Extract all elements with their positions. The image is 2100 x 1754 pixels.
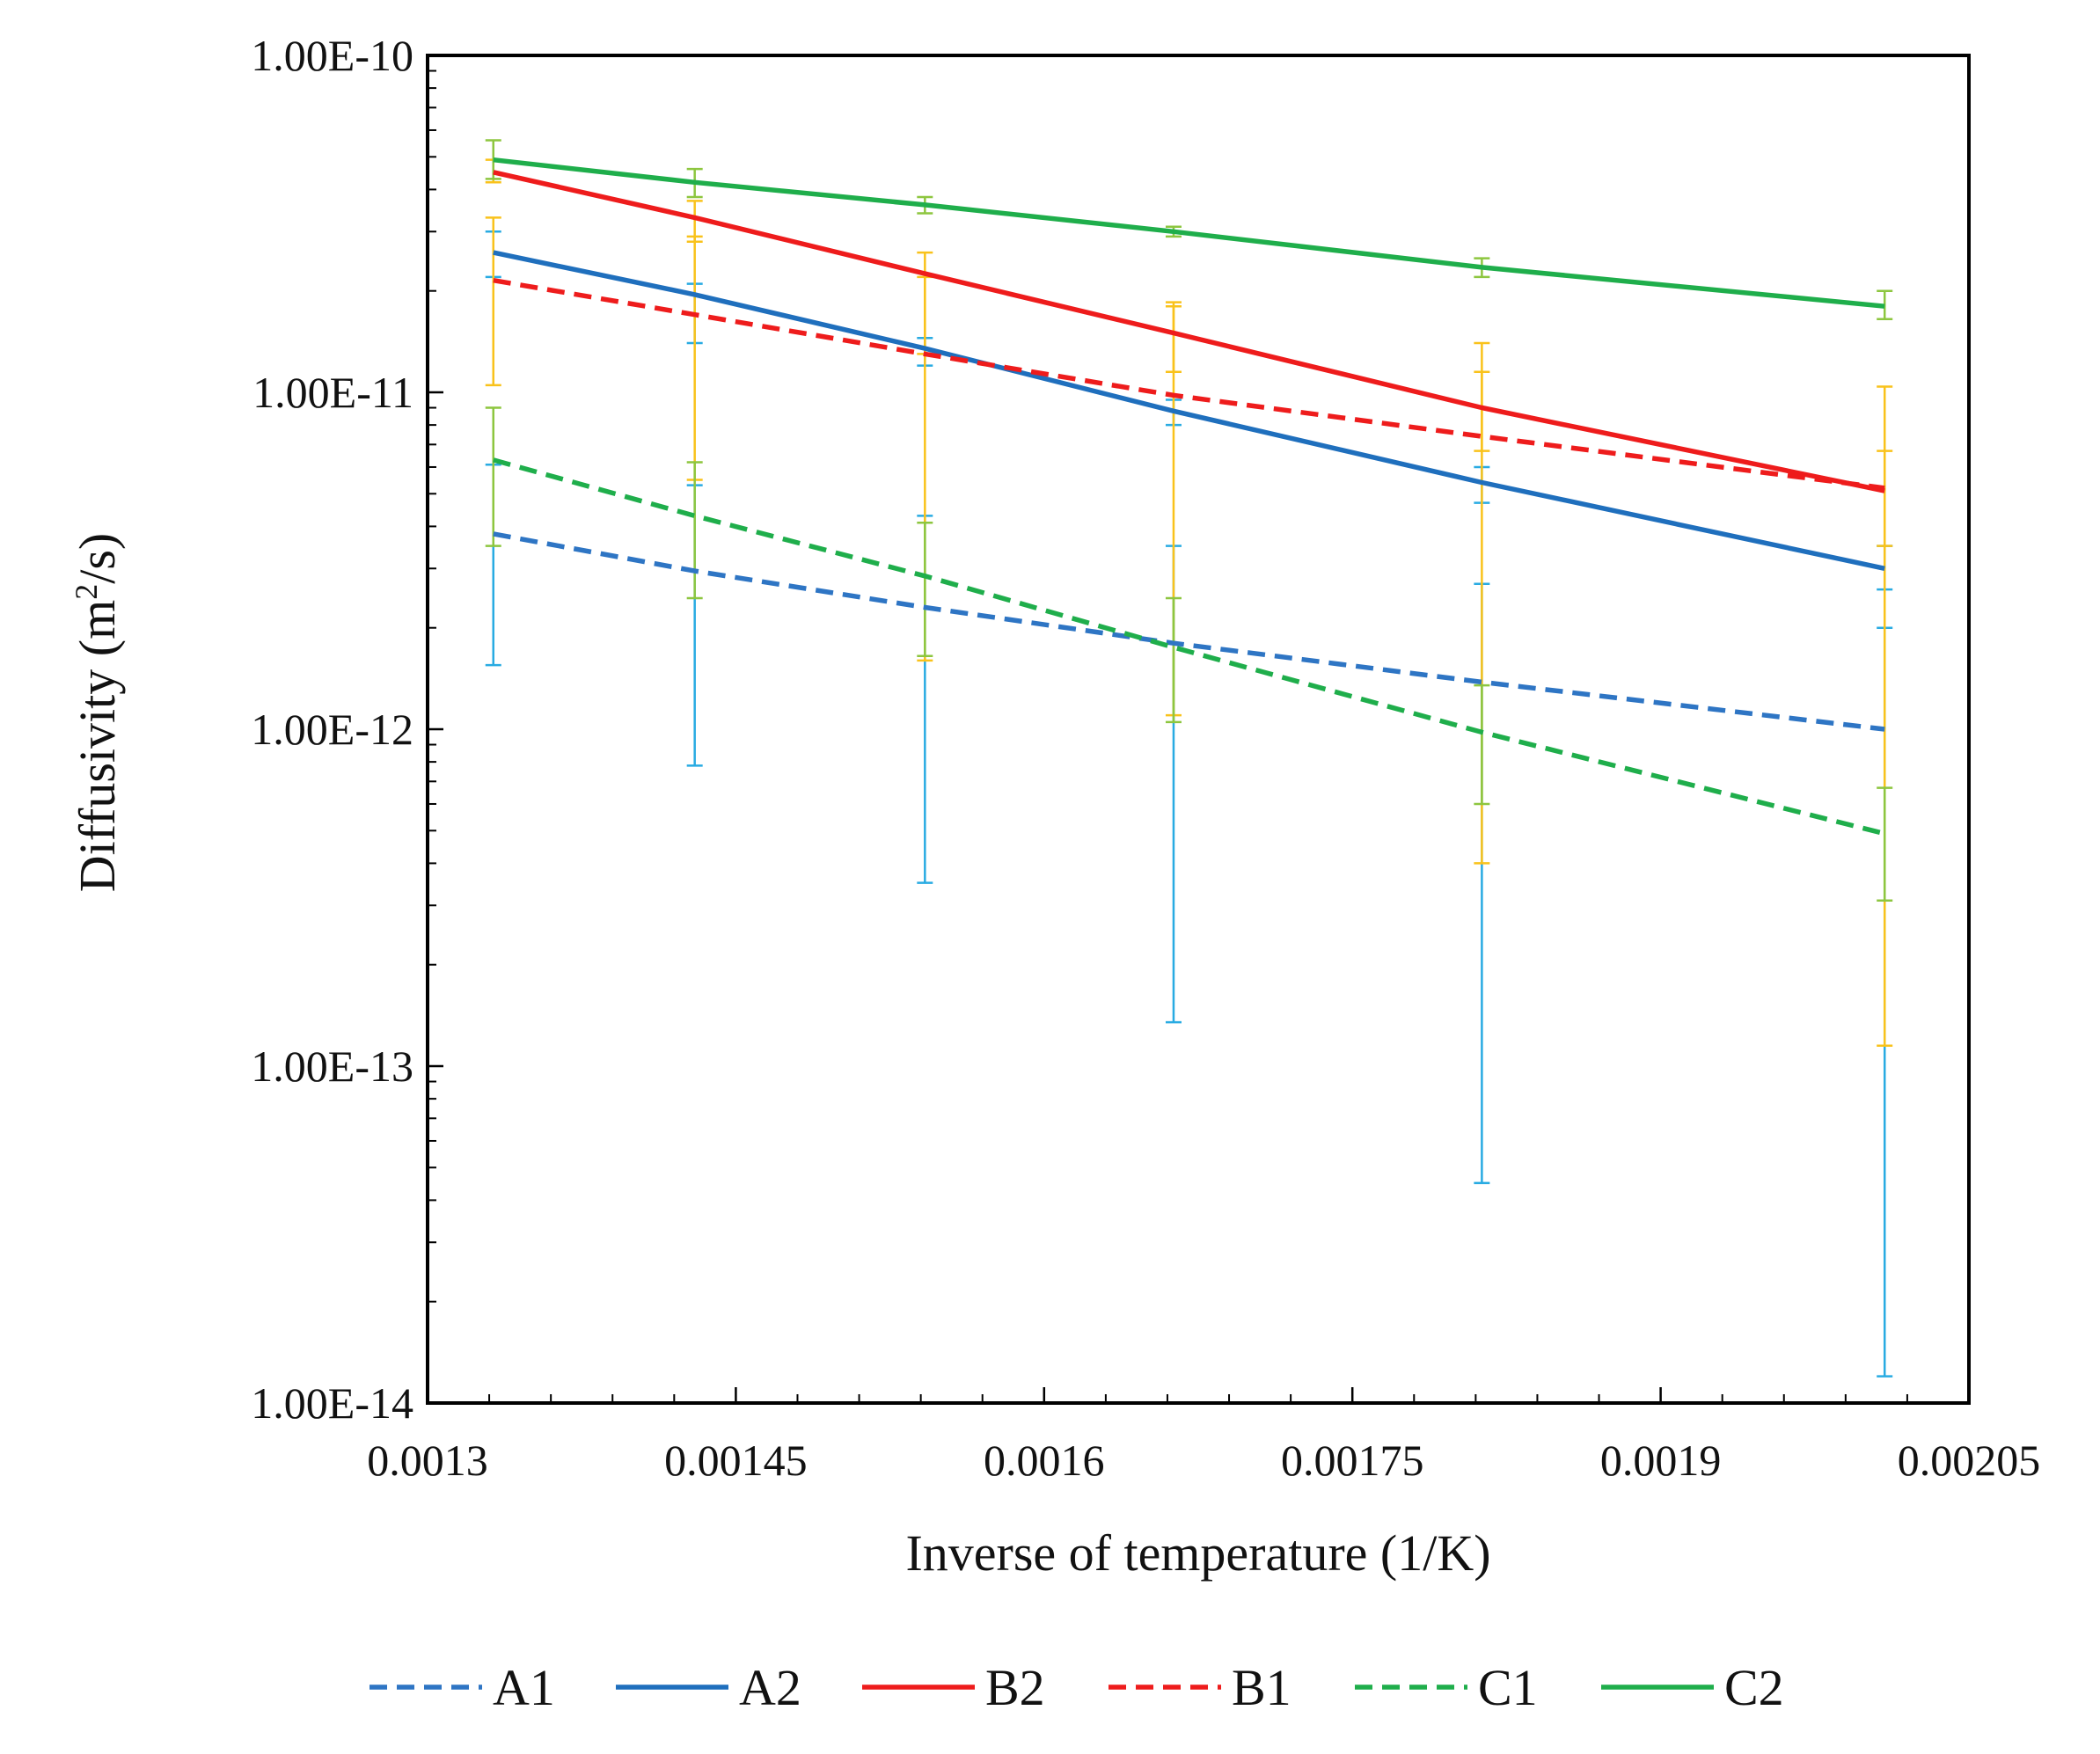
series-line-c1 [493, 457, 1885, 837]
legend-item-a2: A2 [616, 1659, 801, 1716]
error-bar-c1 [1165, 596, 1182, 724]
x-tick-label: 0.00205 [1898, 1436, 2041, 1485]
series-lines [493, 157, 1885, 837]
legend-label: B1 [1232, 1659, 1291, 1716]
legend-label: A1 [493, 1659, 555, 1716]
x-tick-label: 0.00175 [1281, 1436, 1424, 1485]
error-bar-b1 [1877, 385, 1893, 1048]
series-line-b1 [493, 277, 1885, 491]
y-axis-title-main: Diffusivity (m [69, 600, 126, 892]
error-bar-c1 [1877, 786, 1893, 903]
axis-tick-labels: 0.0013 0.00145 0.0016 0.00175 0.0019 0.00205 1… [251, 31, 2040, 1485]
legend-label: C2 [1724, 1659, 1784, 1716]
legend-item-c1: C1 [1355, 1659, 1538, 1716]
x-axis-title: Inverse of temperature (1/K) [905, 1524, 1490, 1582]
x-tick-label: 0.00145 [664, 1436, 808, 1485]
y-axis-title: Diffusivity (m2/s) [69, 533, 126, 892]
error-bar-b1 [485, 216, 501, 387]
legend-item-b2: B2 [862, 1659, 1045, 1716]
legend-label: A2 [739, 1659, 801, 1716]
y-tick-label: 1.00E-11 [252, 368, 413, 417]
y-axis-title-end: /s) [69, 533, 126, 584]
x-tick-label: 0.0013 [367, 1436, 488, 1485]
series-line-c2 [493, 157, 1885, 309]
y-tick-label: 1.00E-10 [251, 31, 413, 80]
legend-label: B2 [985, 1659, 1045, 1716]
series-line-a2 [493, 250, 1885, 571]
y-tick-label: 1.00E-13 [251, 1041, 413, 1091]
series-line-a1 [493, 531, 1885, 732]
y-tick-label: 1.00E-14 [251, 1378, 413, 1428]
legend-item-a1: A1 [370, 1659, 555, 1716]
y-tick-label: 1.00E-12 [251, 705, 413, 754]
error-bars [485, 139, 1893, 1378]
x-tick-label: 0.0016 [984, 1436, 1105, 1485]
legend-item-b1: B1 [1109, 1659, 1291, 1716]
error-bar-c1 [917, 522, 933, 657]
error-bar-c1 [1474, 683, 1490, 806]
series-line-b2 [493, 170, 1885, 493]
error-bar-c1 [485, 406, 501, 547]
y-axis-title-superscript: 2 [69, 584, 104, 600]
x-tick-label: 0.0019 [1600, 1436, 1722, 1485]
legend-label: C1 [1478, 1659, 1538, 1716]
legend-item-c2: C2 [1601, 1659, 1784, 1716]
legend: A1 A2 B2 B1 C1 C2 [370, 1659, 1784, 1716]
error-bar-c1 [686, 461, 703, 600]
axis-ticks [426, 54, 1971, 1405]
